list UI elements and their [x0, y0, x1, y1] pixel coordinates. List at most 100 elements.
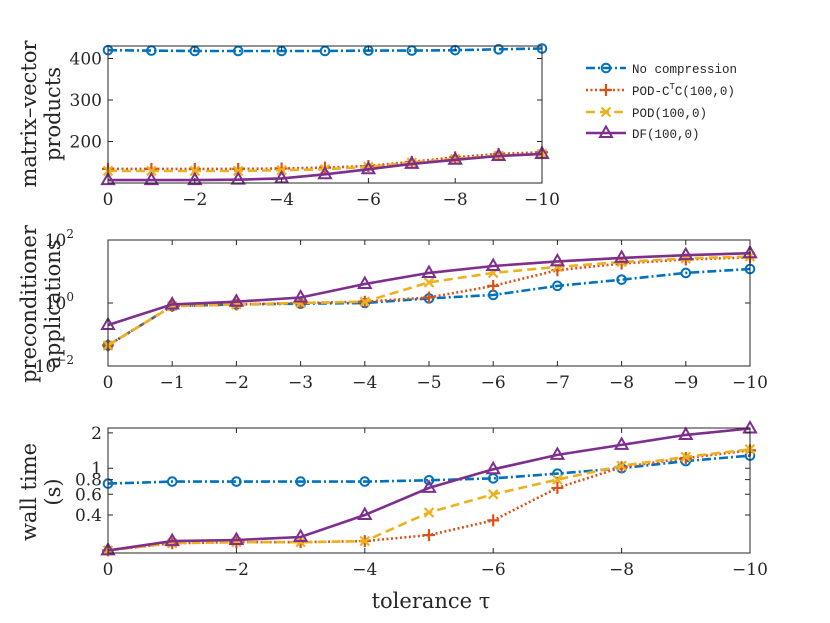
data-point-1-3-4: [357, 275, 373, 290]
data-point-1-1-5: [423, 291, 435, 304]
data-point-1-3-5: [421, 264, 437, 278]
data-point-2-0-7: [552, 468, 563, 479]
x-tick-label-2-0: 0: [103, 560, 114, 580]
data-point-2-2-7: [552, 474, 563, 485]
legend-label-no-compression: No compression: [632, 63, 737, 77]
data-point-2-2-8: [616, 460, 627, 472]
data-point-2-3-2: [228, 531, 245, 546]
ylabel-walltime-line2: (s): [41, 478, 65, 505]
data-point-0-3-8: [447, 151, 463, 165]
data-point-1-3-1: [164, 295, 180, 310]
data-point-2-0-1: [166, 476, 178, 487]
data-point-2-2-3: [295, 536, 306, 548]
panel-matvec: 0 −2 −4 −6 −8 −10 200 300 400: [70, 43, 560, 210]
legend-entry-no-compression: No compression: [586, 62, 737, 77]
data-point-2-3-6: [485, 460, 501, 475]
series-line-0-0: [107, 47, 543, 53]
y-tick-label-2-1: 0.6: [75, 485, 102, 505]
data-point-1-3-9: [678, 246, 694, 261]
x-tick-label-2-2: −4: [352, 560, 377, 580]
y-tick-label-2-4: 2: [91, 424, 102, 444]
axes-frame-2: [107, 427, 751, 554]
y-tick-label-2-3: 1: [91, 459, 102, 479]
x-tick-label-2-4: −8: [609, 560, 634, 580]
ylabel-matvec-line2: products: [41, 67, 65, 161]
data-point-2-3-1: [164, 532, 180, 547]
data-point-1-3-6: [485, 257, 501, 271]
x-tick-label-0-2: −4: [269, 190, 294, 210]
panel-walltime: 0 −2 −4 −6 −8 −10 0.40.60.81 2: [75, 419, 768, 580]
legend-entry-pod-ctc: POD-CTC(100,0): [586, 82, 735, 99]
x-tick-label-0-1: −2: [182, 190, 207, 210]
axes-frame-0: [107, 45, 543, 184]
data-point-0-3-1: [143, 171, 160, 186]
data-point-0-0-9: [493, 44, 504, 55]
data-point-0-3-6: [360, 160, 377, 175]
data-point-1-2-7: [552, 261, 563, 273]
xlabel-tolerance: tolerance τ: [372, 589, 491, 613]
y-tick-label-1-0: 10−2: [35, 353, 74, 377]
legend-marker-3: [598, 124, 614, 138]
x-tick-label-2-5: −10: [732, 560, 768, 580]
x-tick-label-0-4: −8: [443, 190, 468, 210]
data-point-0-3-0: [100, 171, 116, 186]
series-line-1-2: [107, 255, 751, 347]
x-tick-label-1-0: 0: [103, 373, 114, 393]
data-point-2-3-7: [549, 446, 566, 460]
data-point-1-0-7: [552, 280, 563, 292]
data-point-2-3-3: [292, 528, 309, 542]
y-tick-label-1-2: 102: [45, 227, 74, 251]
x-tick-label-0-5: −10: [524, 190, 560, 210]
data-point-2-2-4: [359, 535, 371, 547]
x-tick-label-2-1: −2: [224, 560, 249, 580]
data-point-2-0-2: [231, 476, 242, 487]
x-tick-label-1-6: −6: [481, 373, 506, 393]
legend-label-pod-ctc-sup: T: [670, 82, 676, 92]
ylabel-matvec-line1: matrix–vector: [17, 39, 41, 187]
y-tick-label-2-0: 0.4: [75, 506, 102, 526]
data-point-2-3-4: [357, 506, 373, 521]
x-tick-label-0-3: −6: [356, 190, 381, 210]
legend-entry-df: DF(100,0): [586, 124, 700, 142]
ylabel-walltime-line1: wall time: [17, 443, 41, 541]
x-tick-label-1-7: −7: [545, 373, 570, 393]
legend-entry-pod: POD(100,0): [586, 106, 707, 121]
legend-label-pod-ctc: POD-CTC(100,0): [632, 82, 735, 99]
x-tick-label-1-4: −4: [352, 373, 377, 393]
y-tick-label-0-2: 400: [70, 49, 102, 69]
data-point-1-1-6: [487, 279, 500, 292]
legend: No compression POD-CTC(100,0) POD(100,0)…: [586, 62, 737, 142]
data-point-0-3-3: [230, 171, 246, 185]
x-tick-label-1-5: −5: [416, 373, 441, 393]
legend-marker-1: [600, 84, 612, 96]
y-tick-label-2-2: 0.8: [75, 471, 102, 491]
data-point-2-3-0: [100, 541, 116, 556]
data-point-1-3-3: [292, 288, 309, 303]
data-point-0-0-5: [319, 45, 331, 57]
data-point-2-3-5: [421, 479, 437, 493]
legend-marker-2: [600, 106, 612, 118]
series-line-1-0: [107, 267, 751, 347]
legend-label-df: DF(100,0): [632, 128, 700, 142]
data-point-0-3-9: [490, 147, 507, 162]
x-tick-label-2-3: −6: [481, 560, 506, 580]
ylabel-precond-line2: applications: [41, 239, 65, 368]
series-line-0-3: [108, 152, 543, 182]
x-tick-label-1-3: −3: [288, 373, 313, 393]
x-tick-label-1-8: −8: [609, 373, 634, 393]
data-point-2-0-4: [359, 476, 371, 487]
x-tick-label-1-9: −9: [673, 373, 698, 393]
data-point-2-1-7: [551, 481, 564, 494]
legend-label-pod-ctc-pre: POD-C: [632, 85, 670, 99]
data-point-1-3-7: [549, 252, 566, 267]
data-point-0-3-5: [317, 165, 333, 180]
data-point-2-2-9: [680, 451, 692, 463]
data-point-2-1-5: [423, 529, 435, 542]
data-point-1-2-5: [423, 277, 435, 288]
data-point-2-2-6: [487, 489, 499, 500]
legend-label-pod-ctc-post: C(100,0): [675, 85, 735, 99]
data-point-1-0-8: [616, 274, 627, 285]
data-point-2-1-6: [487, 514, 500, 527]
data-point-1-2-3: [295, 297, 306, 309]
